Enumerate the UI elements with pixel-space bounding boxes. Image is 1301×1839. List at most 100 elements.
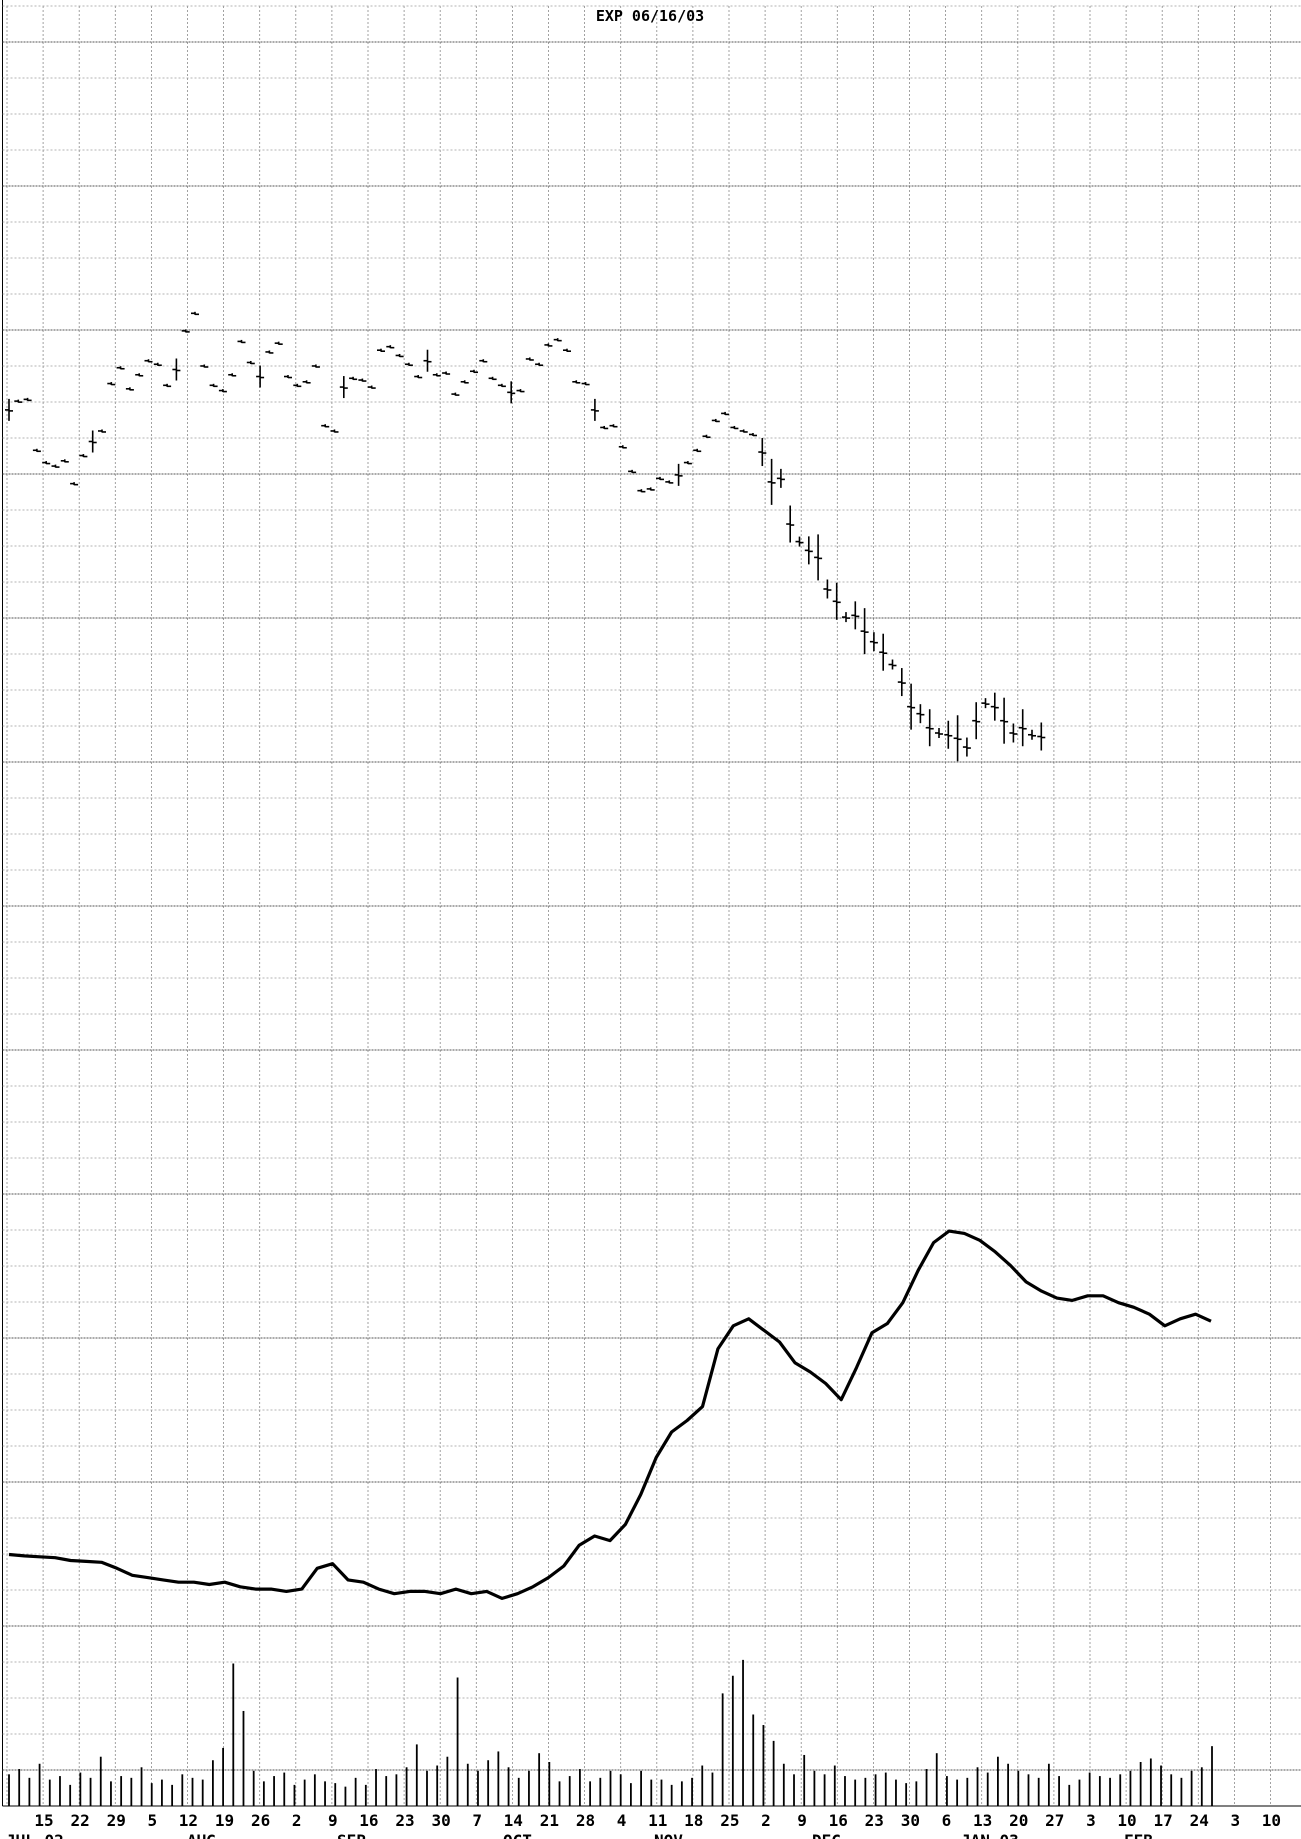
x-month-label: DEC: [812, 1831, 841, 1839]
x-tick-label: 27: [1045, 1811, 1064, 1830]
price-bar: [116, 366, 125, 370]
price-bar: [153, 362, 162, 367]
price-bar: [488, 376, 497, 381]
price-bars: [5, 311, 1046, 762]
price-bar: [786, 505, 795, 543]
price-bar: [507, 381, 516, 404]
price-bar: [953, 715, 962, 762]
price-bar: [181, 329, 190, 333]
price-bar: [51, 464, 60, 468]
x-tick-label: 30: [431, 1811, 450, 1830]
price-bar: [358, 378, 367, 382]
price-bar: [404, 362, 413, 367]
x-tick-label: 11: [648, 1811, 667, 1830]
price-bar: [711, 418, 720, 423]
price-bar: [869, 632, 878, 652]
x-month-label: SEP: [337, 1831, 366, 1839]
price-bar: [349, 376, 358, 381]
price-bar: [88, 430, 97, 453]
price-bar: [293, 383, 302, 388]
price-bar: [944, 720, 953, 749]
price-bar: [525, 357, 534, 361]
x-tick-label: 16: [359, 1811, 378, 1830]
price-bar: [897, 668, 906, 697]
x-tick-label: 2: [761, 1811, 771, 1830]
price-bar: [497, 383, 506, 388]
price-bar: [618, 445, 627, 449]
price-bar: [693, 448, 702, 453]
price-bar: [646, 487, 655, 491]
x-tick-label: 19: [215, 1811, 234, 1830]
price-bar: [823, 579, 832, 599]
price-bar: [600, 425, 609, 430]
price-bar: [572, 380, 581, 384]
price-bar: [935, 727, 943, 738]
price-bar: [972, 702, 981, 740]
price-bar: [172, 358, 181, 381]
price-bar: [200, 364, 209, 368]
price-bar: [42, 461, 51, 465]
price-bar: [842, 612, 850, 623]
price-bar: [265, 350, 274, 354]
price-bar: [191, 311, 199, 316]
price-bar: [302, 380, 311, 384]
price-bar: [209, 383, 218, 388]
price-bar: [330, 429, 339, 433]
price-bar: [990, 692, 999, 721]
price-bar: [70, 482, 79, 486]
price-bar: [135, 373, 144, 377]
x-tick-label: 10: [1117, 1811, 1136, 1830]
price-bar: [125, 387, 134, 391]
price-bar: [563, 348, 571, 352]
x-tick-label: 13: [973, 1811, 992, 1830]
price-bar: [321, 424, 330, 428]
price-bar: [442, 371, 451, 375]
price-bar: [590, 398, 599, 421]
x-tick-label: 10: [1262, 1811, 1281, 1830]
price-bar: [79, 454, 88, 458]
price-bar: [218, 389, 227, 393]
price-bar: [367, 385, 376, 389]
price-bar: [739, 429, 748, 433]
x-tick-label: 12: [179, 1811, 198, 1830]
x-tick-label: 30: [901, 1811, 920, 1830]
price-bar: [14, 399, 23, 403]
price-bar: [888, 659, 897, 670]
x-tick-label: 22: [70, 1811, 89, 1830]
price-bar: [386, 345, 395, 349]
x-tick-label: 28: [576, 1811, 595, 1830]
price-bar: [795, 536, 804, 547]
price-bar: [962, 737, 971, 757]
price-bar: [925, 709, 934, 747]
price-bar: [656, 476, 664, 481]
price-bar: [916, 704, 925, 724]
price-bar: [228, 373, 237, 377]
x-tick-label: 26: [251, 1811, 270, 1830]
x-tick-label: 14: [504, 1811, 523, 1830]
x-tick-label: 7: [472, 1811, 482, 1830]
x-month-label: FEB: [1124, 1831, 1153, 1839]
price-bar: [32, 448, 41, 453]
price-bar: [721, 411, 730, 416]
price-bar: [665, 480, 674, 484]
price-bar: [246, 360, 255, 365]
x-tick-label: 9: [328, 1811, 338, 1830]
indicator-line: [8, 1229, 1212, 1601]
x-tick-label: 5: [147, 1811, 157, 1830]
price-bar: [628, 469, 637, 474]
price-bar: [98, 429, 106, 433]
price-bar: [432, 373, 441, 377]
price-bar: [767, 458, 776, 505]
price-bar: [107, 382, 116, 386]
price-bar: [479, 359, 488, 363]
x-tick-label: 3: [1086, 1811, 1096, 1830]
price-bar: [414, 375, 423, 379]
price-bar: [377, 348, 385, 352]
price-bar: [5, 398, 13, 421]
price-bar: [1018, 709, 1027, 747]
price-bar: [1028, 729, 1036, 740]
price-bar: [674, 463, 683, 486]
x-tick-label: 25: [720, 1811, 739, 1830]
price-bar: [544, 343, 553, 347]
price-bar: [879, 633, 888, 671]
